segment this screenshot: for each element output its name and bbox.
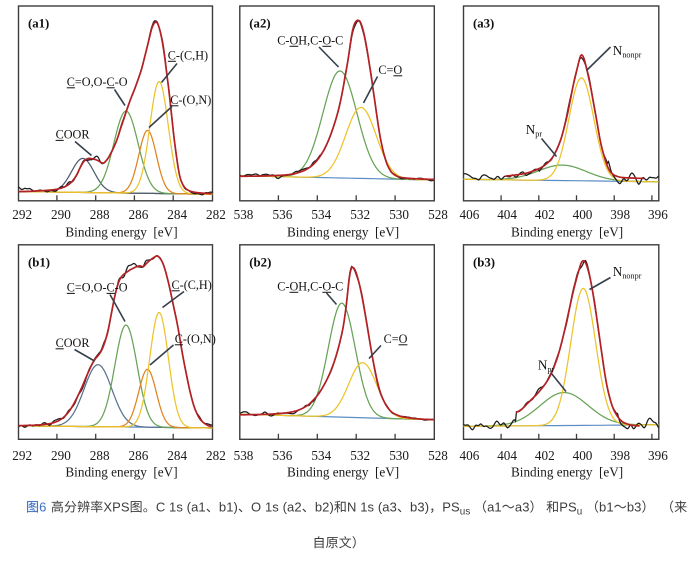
- svg-text:532: 532: [350, 448, 370, 463]
- svg-text:Binding energy [eV]: Binding energy [eV]: [287, 225, 399, 240]
- svg-text:C=O: C=O: [384, 332, 408, 346]
- svg-text:400: 400: [573, 207, 593, 222]
- svg-text:282: 282: [206, 448, 226, 463]
- svg-text:538: 538: [234, 207, 254, 222]
- svg-text:406: 406: [460, 207, 480, 222]
- svg-text:PS: PS: [559, 500, 577, 515]
- svg-text:536: 536: [273, 448, 293, 463]
- svg-text:534: 534: [311, 207, 331, 222]
- svg-text:398: 398: [610, 207, 630, 222]
- svg-text:Binding energy [eV]: Binding energy [eV]: [65, 465, 177, 480]
- svg-text:XPS: XPS: [103, 500, 130, 515]
- svg-text:400: 400: [573, 448, 593, 463]
- svg-text:a1: a1: [487, 500, 502, 515]
- svg-text:C=O: C=O: [378, 63, 402, 77]
- svg-text:528: 528: [428, 448, 448, 463]
- svg-text:402: 402: [535, 207, 555, 222]
- svg-text:b2): b2): [315, 500, 334, 515]
- svg-text:(a2): (a2): [249, 17, 270, 31]
- svg-text:C-(O,N): C-(O,N): [175, 332, 216, 346]
- svg-text:C 1s (a1: C 1s (a1: [156, 500, 206, 515]
- svg-text:288: 288: [90, 207, 110, 222]
- svg-text:us: us: [460, 506, 471, 517]
- svg-text:Binding energy [eV]: Binding energy [eV]: [287, 465, 399, 480]
- svg-text:C=O,O-C-O: C=O,O-C-O: [67, 281, 128, 295]
- svg-text:Binding energy [eV]: Binding energy [eV]: [511, 465, 623, 480]
- svg-text:b3: b3: [627, 500, 642, 515]
- svg-text:292: 292: [12, 448, 32, 463]
- svg-text:284: 284: [167, 448, 187, 463]
- svg-text:b1: b1: [599, 500, 614, 515]
- svg-text:530: 530: [389, 207, 409, 222]
- svg-text:396: 396: [648, 207, 668, 222]
- svg-text:398: 398: [610, 448, 630, 463]
- svg-text:6: 6: [39, 500, 46, 515]
- svg-text:536: 536: [273, 207, 293, 222]
- svg-text:406: 406: [460, 448, 480, 463]
- svg-text:538: 538: [234, 448, 254, 463]
- svg-text:a3: a3: [515, 500, 530, 515]
- svg-text:396: 396: [648, 448, 668, 463]
- svg-text:C-(C,H): C-(C,H): [172, 278, 212, 292]
- svg-text:292: 292: [12, 207, 32, 222]
- svg-text:C-(C,H): C-(C,H): [168, 49, 208, 63]
- svg-text:(a1): (a1): [28, 17, 49, 31]
- svg-text:(b1): (b1): [28, 255, 50, 269]
- svg-text:(b2): (b2): [249, 255, 271, 269]
- svg-text:N 1s (a3: N 1s (a3: [347, 500, 397, 515]
- svg-text:286: 286: [129, 448, 149, 463]
- svg-text:288: 288: [90, 448, 110, 463]
- svg-text:C-OH,C-O-C: C-OH,C-O-C: [277, 34, 343, 48]
- svg-text:Binding energy [eV]: Binding energy [eV]: [511, 225, 623, 240]
- svg-text:402: 402: [535, 448, 555, 463]
- svg-text:(a3): (a3): [473, 17, 494, 31]
- svg-text:530: 530: [389, 448, 409, 463]
- svg-text:C-(O,N): C-(O,N): [170, 93, 211, 107]
- svg-text:284: 284: [167, 207, 187, 222]
- svg-text:PS: PS: [442, 500, 460, 515]
- svg-text:286: 286: [129, 207, 149, 222]
- svg-text:404: 404: [497, 207, 517, 222]
- svg-text:O 1s (a2: O 1s (a2: [251, 500, 302, 515]
- svg-text:b3): b3): [410, 500, 429, 515]
- svg-text:290: 290: [51, 207, 71, 222]
- svg-text:C=O,O-C-O: C=O,O-C-O: [67, 75, 128, 89]
- svg-text:Binding energy [eV]: Binding energy [eV]: [65, 225, 177, 240]
- svg-text:b1): b1): [219, 500, 238, 515]
- svg-text:COOR: COOR: [56, 128, 91, 142]
- svg-text:404: 404: [497, 448, 517, 463]
- svg-text:C-OH,C-O-C: C-OH,C-O-C: [277, 280, 343, 294]
- svg-text:534: 534: [311, 448, 331, 463]
- svg-text:532: 532: [350, 207, 370, 222]
- svg-text:282: 282: [206, 207, 226, 222]
- svg-text:290: 290: [51, 448, 71, 463]
- svg-text:528: 528: [428, 207, 448, 222]
- svg-text:u: u: [577, 506, 583, 517]
- svg-text:(b3): (b3): [473, 255, 495, 269]
- svg-text:COOR: COOR: [56, 336, 91, 350]
